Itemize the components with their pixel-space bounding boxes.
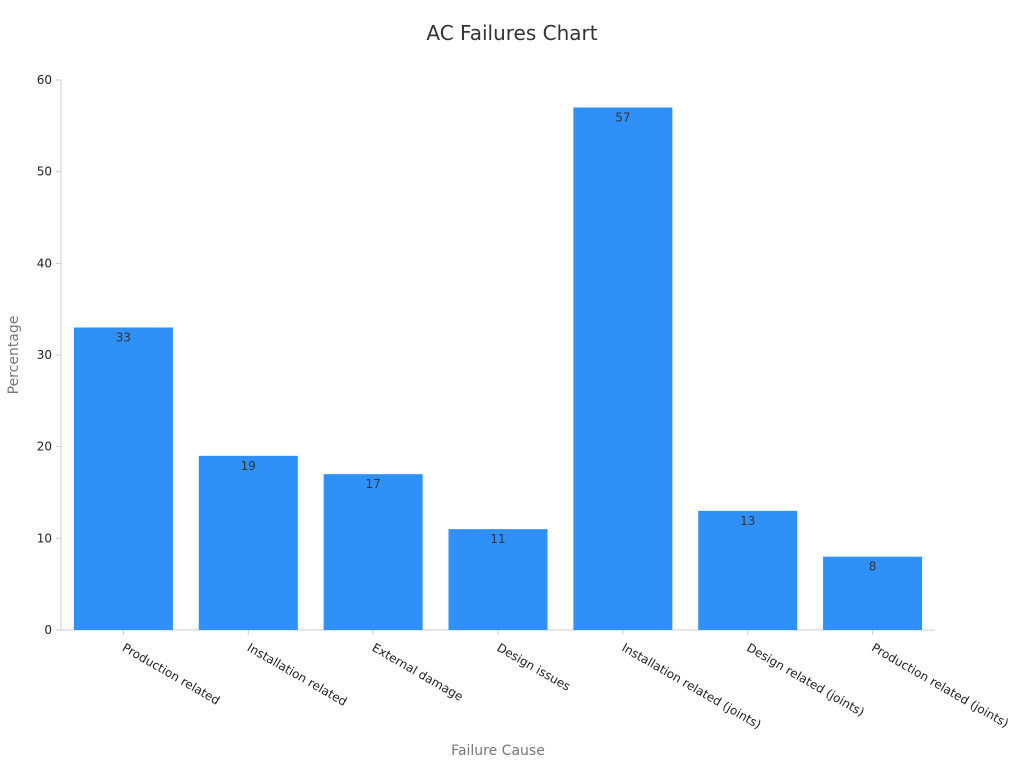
bar-value-label: 57: [615, 111, 630, 125]
y-tick-label: 20: [37, 440, 52, 454]
bar[interactable]: [573, 107, 673, 631]
bar[interactable]: [823, 556, 923, 630]
chart-title: AC Failures Chart: [426, 21, 597, 45]
y-tick-label: 10: [37, 531, 52, 545]
x-tick-label: Installation related (joints): [619, 640, 763, 731]
y-axis: 0 10 20 30 40 50 60: [37, 73, 62, 637]
bar-value-label: 19: [241, 459, 256, 473]
bar[interactable]: [198, 455, 298, 630]
x-axis-title: Failure Cause: [451, 743, 545, 759]
bar-labels-group: 33 19 17 11 57 13 8: [116, 111, 877, 574]
bar-value-label: 11: [490, 532, 505, 546]
y-tick-label: 50: [37, 165, 52, 179]
bar[interactable]: [73, 327, 173, 631]
x-tick-label: Installation related: [245, 640, 350, 708]
x-tick-label: Design issues: [495, 640, 573, 693]
bars-group: [73, 107, 923, 631]
x-tick-label: Design related (joints): [744, 640, 867, 719]
x-tick-label: External damage: [370, 640, 466, 703]
bar-value-label: 33: [116, 331, 131, 345]
x-tick-label: Production related: [120, 640, 222, 707]
x-tick-label: Production related (joints): [869, 640, 1011, 730]
y-tick-label: 0: [44, 623, 52, 637]
y-tick-label: 40: [37, 256, 52, 270]
bar-value-label: 8: [869, 560, 877, 574]
x-axis: Production related Installation related Ex…: [61, 629, 1011, 732]
bar-value-label: 17: [366, 477, 381, 491]
bar[interactable]: [448, 529, 548, 630]
y-axis-title: Percentage: [6, 316, 22, 395]
bar[interactable]: [698, 510, 798, 630]
bar[interactable]: [323, 474, 423, 630]
y-tick-label: 60: [37, 73, 52, 87]
bar-value-label: 13: [740, 514, 755, 528]
y-tick-label: 30: [37, 348, 52, 362]
